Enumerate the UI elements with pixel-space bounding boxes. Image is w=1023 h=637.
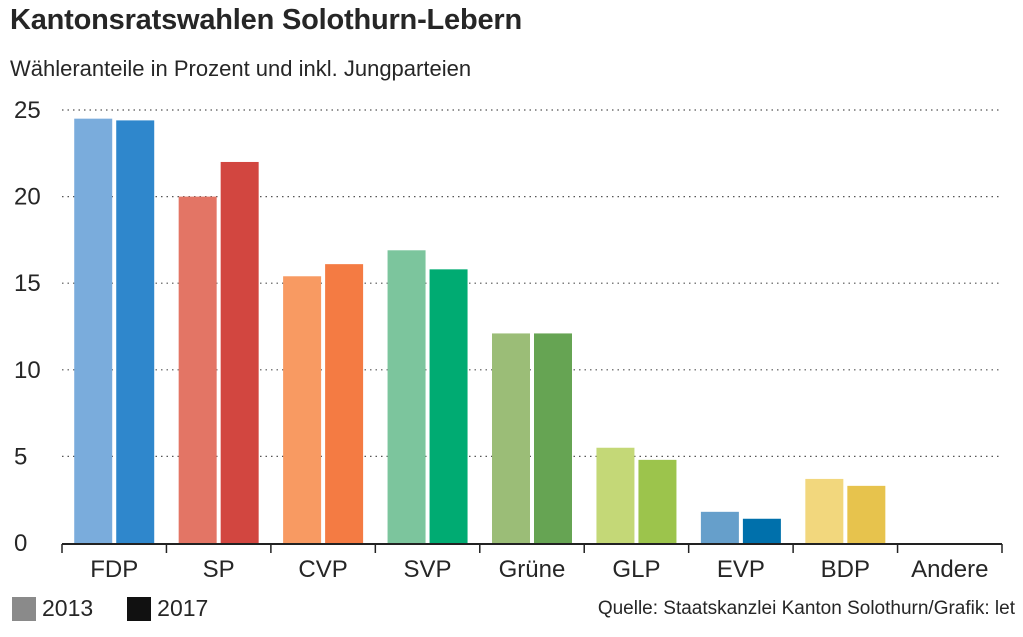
bar-cvp-2013 bbox=[283, 276, 322, 543]
y-tick-label-10: 10 bbox=[14, 357, 41, 384]
x-tick-label-evp: EVP bbox=[717, 556, 765, 583]
x-tick-label-grüne: Grüne bbox=[499, 556, 566, 583]
legend-item-2017: 2017 bbox=[127, 595, 208, 622]
bar-grüne-2013 bbox=[492, 333, 530, 543]
x-tick-label-svp: SVP bbox=[404, 556, 452, 583]
bar-fdp-2017 bbox=[116, 120, 155, 543]
bar-evp-2017 bbox=[742, 518, 781, 543]
x-tick-label-sp: SP bbox=[203, 556, 235, 583]
y-tick-label-0: 0 bbox=[14, 530, 27, 557]
source-note: Quelle: Staatskanzlei Kanton Solothurn/G… bbox=[597, 598, 1015, 619]
legend-swatch-2013 bbox=[12, 596, 36, 621]
x-tick-label-bdp: BDP bbox=[821, 556, 870, 583]
y-tick-label-20: 20 bbox=[14, 184, 41, 211]
bar-sp-2013 bbox=[178, 196, 217, 543]
legend-label-2017: 2017 bbox=[157, 595, 209, 621]
y-tick-label-25: 25 bbox=[14, 97, 41, 124]
x-tick-label-andere: Andere bbox=[911, 556, 988, 583]
bar-svp-2013 bbox=[387, 250, 426, 544]
y-tick-label-15: 15 bbox=[14, 270, 41, 297]
bar-svp-2017 bbox=[429, 269, 468, 543]
bar-evp-2013 bbox=[700, 511, 739, 543]
bar-cvp-2017 bbox=[325, 264, 364, 543]
bar-glp-2013 bbox=[596, 447, 635, 543]
bar-bdp-2013 bbox=[805, 478, 844, 543]
legend-swatch-2017 bbox=[127, 596, 152, 621]
chart-subtitle: Wähleranteile in Prozent und inkl. Jungp… bbox=[10, 56, 472, 81]
chart-title: Kantonsratswahlen Solothurn-Lebern bbox=[10, 4, 523, 36]
bar-glp-2017 bbox=[638, 459, 677, 543]
bar-bdp-2017 bbox=[847, 485, 886, 543]
legend-label-2013: 2013 bbox=[42, 595, 94, 621]
legend: 2013 2017 bbox=[12, 595, 242, 622]
legend-item-2013: 2013 bbox=[12, 595, 93, 622]
x-tick-label-fdp: FDP bbox=[90, 556, 138, 583]
x-tick-label-glp: GLP bbox=[612, 556, 660, 583]
bar-fdp-2013 bbox=[74, 118, 113, 543]
bar-sp-2017 bbox=[220, 161, 259, 543]
bar-grüne-2017 bbox=[534, 333, 572, 543]
y-tick-label-5: 5 bbox=[14, 443, 27, 470]
x-tick-label-cvp: CVP bbox=[298, 556, 347, 583]
